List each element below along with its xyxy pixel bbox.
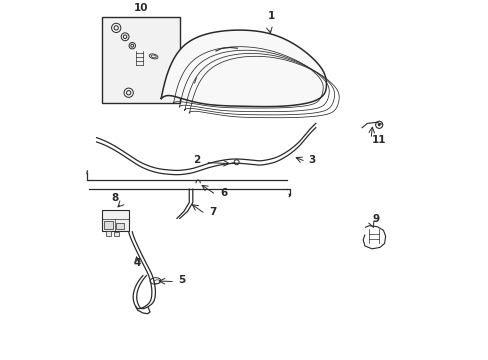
Text: 1: 1: [267, 11, 274, 21]
Polygon shape: [161, 30, 326, 107]
Text: 4: 4: [133, 258, 140, 268]
Text: 2: 2: [192, 155, 200, 165]
Text: 9: 9: [371, 214, 378, 224]
Bar: [116, 223, 124, 229]
Text: 10: 10: [134, 3, 148, 13]
Text: 7: 7: [208, 207, 216, 217]
Text: 6: 6: [220, 188, 227, 198]
Text: 3: 3: [308, 154, 315, 165]
Bar: [114, 232, 119, 237]
Circle shape: [377, 123, 380, 126]
Bar: [103, 221, 113, 229]
Text: 11: 11: [371, 135, 386, 145]
Bar: [102, 17, 180, 103]
Text: 8: 8: [112, 193, 119, 203]
Text: 5: 5: [178, 275, 185, 285]
Bar: [105, 231, 111, 237]
Bar: [102, 210, 128, 231]
